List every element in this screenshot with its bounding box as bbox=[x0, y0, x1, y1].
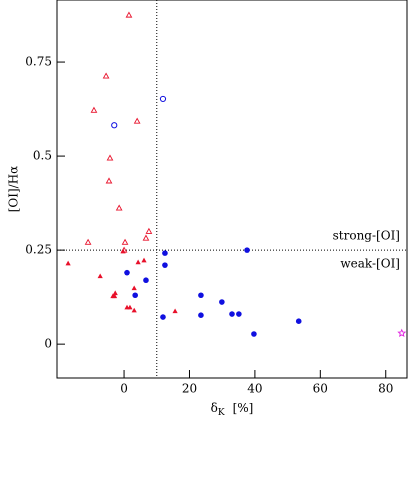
point bbox=[124, 269, 130, 276]
point bbox=[132, 292, 138, 299]
x-label-unit: [%] bbox=[233, 401, 254, 415]
point bbox=[162, 262, 168, 268]
point bbox=[172, 308, 178, 314]
x-label-subscript: K bbox=[218, 408, 225, 418]
point bbox=[115, 204, 123, 211]
point bbox=[236, 311, 242, 317]
point bbox=[84, 238, 92, 245]
point bbox=[160, 314, 166, 320]
point bbox=[65, 260, 71, 266]
point bbox=[133, 117, 141, 124]
point bbox=[198, 292, 204, 299]
point bbox=[397, 328, 407, 338]
point bbox=[111, 122, 118, 129]
x-tick-label: 40 bbox=[247, 382, 262, 396]
point bbox=[102, 72, 110, 79]
point bbox=[125, 11, 133, 18]
point bbox=[127, 304, 133, 310]
annotation: strong-[OI] bbox=[333, 229, 400, 243]
x-label-symbol: δ bbox=[211, 401, 218, 415]
point bbox=[90, 106, 98, 113]
point bbox=[244, 247, 250, 253]
point bbox=[162, 250, 168, 256]
point bbox=[251, 331, 257, 337]
point bbox=[111, 293, 118, 299]
y-axis-label: [OI]/Hα bbox=[7, 166, 21, 213]
x-tick-label: 20 bbox=[182, 382, 197, 396]
point bbox=[143, 277, 149, 284]
y-tick-label: 0.25 bbox=[25, 243, 52, 257]
x-tick-label: 60 bbox=[313, 382, 328, 396]
point bbox=[295, 318, 302, 325]
y-tick-label: 0.5 bbox=[33, 149, 52, 163]
x-tick-label: 80 bbox=[378, 382, 393, 396]
x-axis-label: δK [%] bbox=[211, 401, 254, 418]
point bbox=[145, 227, 153, 234]
point bbox=[229, 311, 235, 317]
point bbox=[198, 312, 204, 318]
point bbox=[106, 154, 114, 161]
plot-frame bbox=[56, 0, 408, 379]
point bbox=[105, 177, 113, 184]
point bbox=[135, 259, 141, 265]
point bbox=[142, 234, 150, 241]
annotation: weak-[OI] bbox=[340, 257, 400, 271]
point bbox=[131, 307, 137, 313]
point bbox=[131, 285, 137, 291]
point bbox=[120, 248, 126, 254]
point bbox=[121, 238, 129, 245]
point bbox=[159, 95, 167, 103]
point bbox=[97, 273, 103, 279]
point bbox=[112, 290, 118, 296]
y-tick-label: 0.75 bbox=[25, 55, 52, 69]
point bbox=[219, 299, 225, 305]
point bbox=[141, 257, 147, 263]
x-tick-label: 0 bbox=[120, 382, 128, 396]
y-tick-label: 0 bbox=[44, 337, 52, 351]
